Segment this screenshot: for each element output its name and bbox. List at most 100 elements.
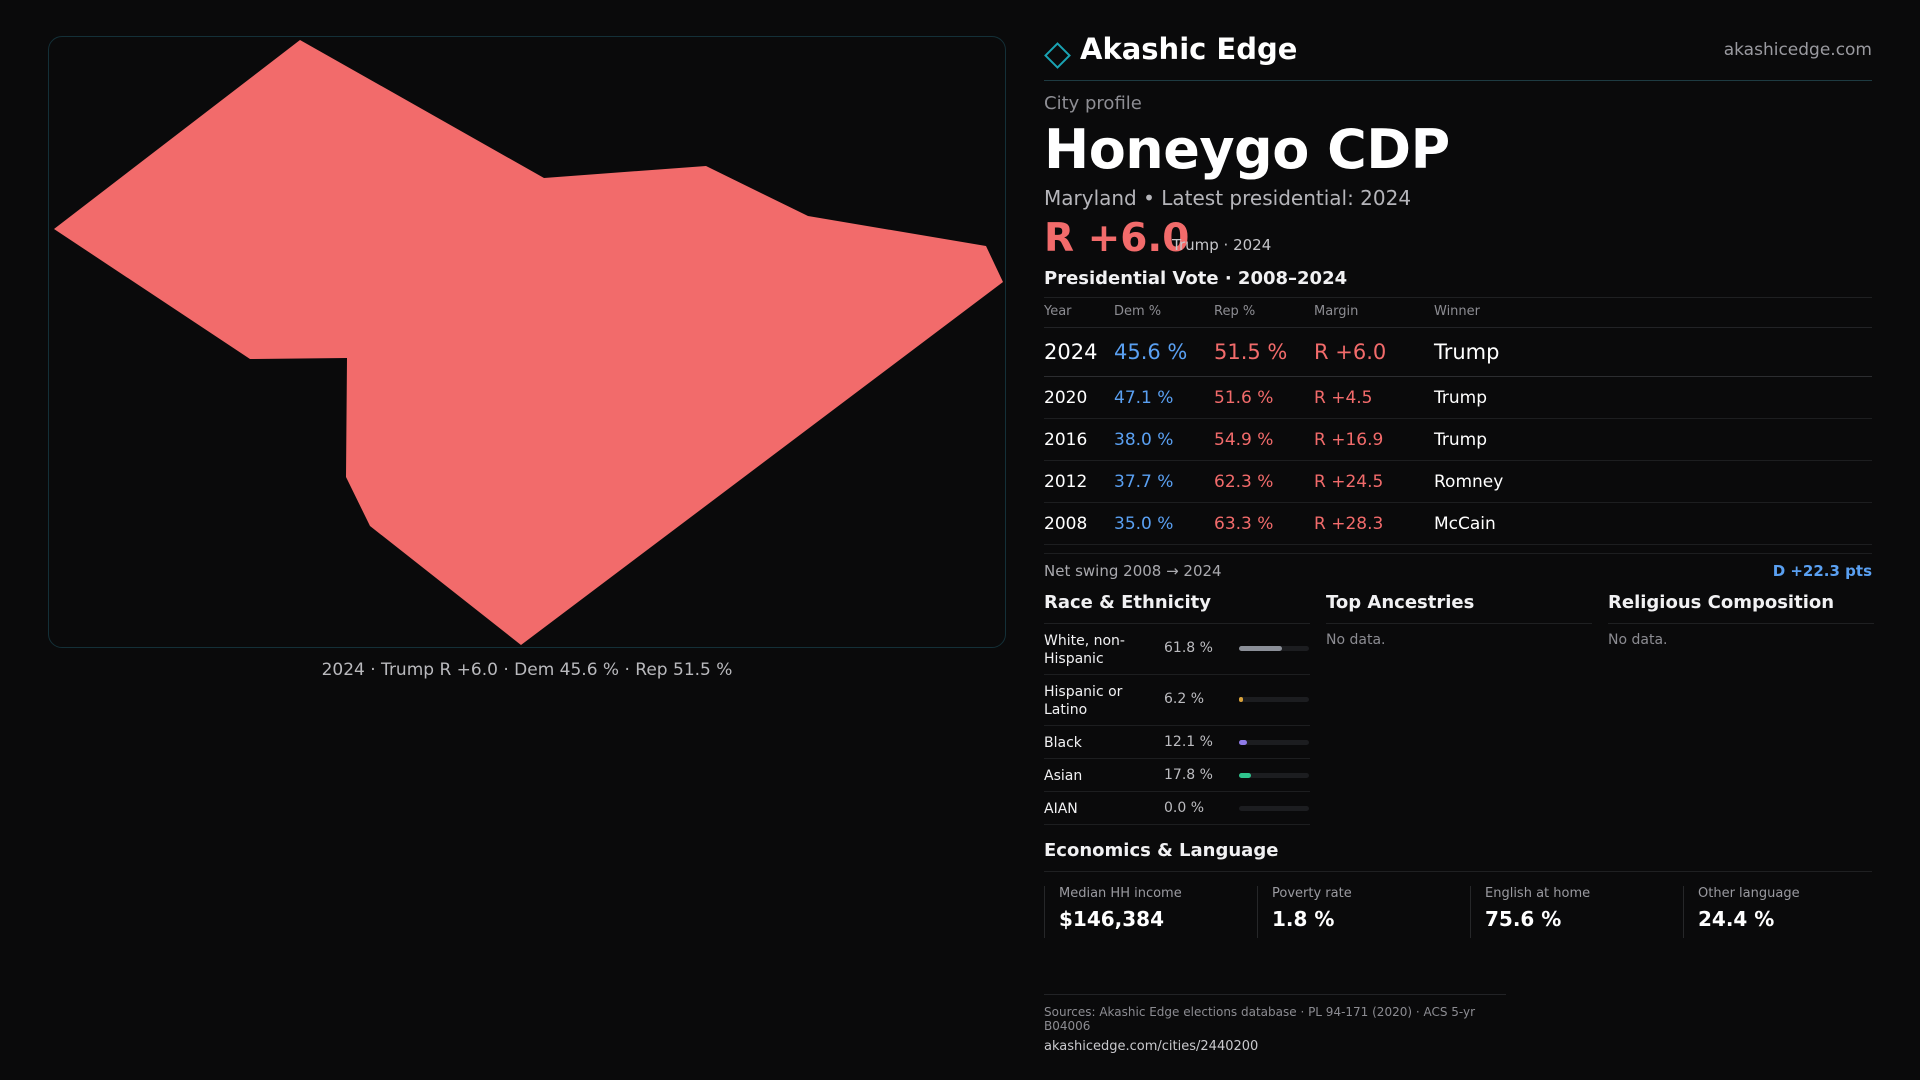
stat-value: 24.4 % xyxy=(1698,907,1775,931)
winner-cell: Trump xyxy=(1434,376,1872,419)
religion-empty-text: No data. xyxy=(1608,632,1668,648)
column-header-margin: Margin xyxy=(1314,298,1434,328)
presidential-section-title: Presidential Vote · 2008–2024 xyxy=(1044,268,1872,298)
race-row: White, non-Hispanic 61.8 % xyxy=(1044,624,1310,675)
table-row: 2016 38.0 % 54.9 % R +16.9 Trump xyxy=(1044,418,1872,461)
column-header-winner: Winner xyxy=(1434,298,1872,328)
ancestry-empty-text: No data. xyxy=(1326,632,1386,648)
column-header-dem: Dem % xyxy=(1114,298,1214,328)
table-row: 2024 45.6 % 51.5 % R +6.0 Trump xyxy=(1044,327,1872,377)
race-bar-track xyxy=(1239,740,1309,745)
profile-panel: Akashic Edge akashicedge.com City profil… xyxy=(1044,30,1874,956)
race-bar-fill xyxy=(1239,646,1283,651)
brand-name[interactable]: Akashic Edge xyxy=(1080,32,1298,66)
site-link[interactable]: akashicedge.com xyxy=(1723,40,1872,60)
dem-cell: 38.0 % xyxy=(1114,418,1214,461)
race-bar-track xyxy=(1239,773,1309,778)
winner-cell: McCain xyxy=(1434,502,1872,545)
race-percent: 17.8 % xyxy=(1164,767,1213,783)
rep-cell: 62.3 % xyxy=(1214,460,1314,503)
dem-cell: 35.0 % xyxy=(1114,502,1214,545)
stat-label: Median HH income xyxy=(1059,886,1182,901)
race-list: White, non-Hispanic 61.8 % Hispanic or Lat… xyxy=(1044,624,1310,825)
map-caption: 2024 · Trump R +6.0 · Dem 45.6 % · Rep 5… xyxy=(321,660,733,680)
race-bar-fill xyxy=(1239,697,1244,702)
stat-english-at-home: English at home 75.6 % xyxy=(1470,886,1666,938)
stat-median-income: Median HH income $146,384 xyxy=(1044,886,1240,938)
lead-result: R +6.0 Trump · 2024 xyxy=(1044,216,1872,262)
race-row: AIAN 0.0 % xyxy=(1044,792,1310,825)
sources-text: Sources: Akashic Edge elections database… xyxy=(1044,1005,1476,1033)
race-row: Black 12.1 % xyxy=(1044,726,1310,759)
ancestry-column: Top Ancestries No data. xyxy=(1326,592,1592,648)
header: Akashic Edge akashicedge.com xyxy=(1044,30,1872,81)
race-bar-fill xyxy=(1239,773,1252,778)
rep-cell: 51.6 % xyxy=(1214,376,1314,419)
economics-stats: Median HH income $146,384 Poverty rate 1… xyxy=(1044,886,1872,956)
page-subtitle: Maryland • Latest presidential: 2024 xyxy=(1044,186,1412,210)
sources-footer: Sources: Akashic Edge elections database… xyxy=(1044,994,1506,1054)
lead-winner-note: Trump · 2024 xyxy=(1172,236,1272,254)
year-cell: 2016 xyxy=(1044,418,1114,461)
rep-cell: 54.9 % xyxy=(1214,418,1314,461)
lead-margin: R +6.0 xyxy=(1044,216,1190,261)
demographics-columns: Race & Ethnicity White, non-Hispanic 61.8… xyxy=(1044,592,1874,832)
race-row: Asian 17.8 % xyxy=(1044,759,1310,792)
race-bar-fill xyxy=(1239,740,1248,745)
race-name: Black xyxy=(1044,735,1082,751)
race-percent: 0.0 % xyxy=(1164,800,1205,816)
column-header-rep: Rep % xyxy=(1214,298,1314,328)
race-row: Hispanic or Latino 6.2 % xyxy=(1044,675,1310,726)
year-cell: 2020 xyxy=(1044,376,1114,419)
race-section-title: Race & Ethnicity xyxy=(1044,592,1310,624)
net-swing-label: Net swing 2008 → 2024 xyxy=(1044,562,1222,580)
source-url-link[interactable]: akashicedge.com/cities/2440200 xyxy=(1044,1039,1259,1054)
margin-cell: R +6.0 xyxy=(1314,327,1434,377)
diamond-logo-icon xyxy=(1044,42,1071,69)
boundary-map xyxy=(54,40,1003,645)
net-swing-row: Net swing 2008 → 2024 D +22.3 pts xyxy=(1044,553,1872,584)
year-cell: 2024 xyxy=(1044,327,1114,377)
stat-value: 75.6 % xyxy=(1485,907,1562,931)
net-swing-value: D +22.3 pts xyxy=(1772,562,1872,580)
page-title: Honeygo CDP xyxy=(1044,118,1450,181)
stat-value: $146,384 xyxy=(1059,907,1165,931)
race-percent: 6.2 % xyxy=(1164,691,1205,707)
race-name: Hispanic or Latino xyxy=(1044,684,1123,718)
race-name: AIAN xyxy=(1044,801,1078,817)
stat-label: English at home xyxy=(1485,886,1591,901)
stat-other-language: Other language 24.4 % xyxy=(1683,886,1879,938)
column-header-year: Year xyxy=(1044,298,1114,328)
winner-cell: Trump xyxy=(1434,327,1872,377)
economics-section-title: Economics & Language xyxy=(1044,840,1872,872)
year-cell: 2012 xyxy=(1044,460,1114,503)
margin-cell: R +28.3 xyxy=(1314,502,1434,545)
table-row: 2020 47.1 % 51.6 % R +4.5 Trump xyxy=(1044,376,1872,419)
table-row: 2012 37.7 % 62.3 % R +24.5 Romney xyxy=(1044,460,1872,503)
table-row: 2008 35.0 % 63.3 % R +28.3 McCain xyxy=(1044,502,1872,545)
dem-cell: 37.7 % xyxy=(1114,460,1214,503)
presidential-table: Year Dem % Rep % Margin Winner 2024 45.6… xyxy=(1044,298,1872,545)
race-name: Asian xyxy=(1044,768,1083,784)
winner-cell: Romney xyxy=(1434,460,1872,503)
table-header-row: Year Dem % Rep % Margin Winner xyxy=(1044,298,1872,328)
stat-value: 1.8 % xyxy=(1272,907,1335,931)
religion-column: Religious Composition No data. xyxy=(1608,592,1874,648)
rep-cell: 51.5 % xyxy=(1214,327,1314,377)
dem-cell: 45.6 % xyxy=(1114,327,1214,377)
winner-cell: Trump xyxy=(1434,418,1872,461)
stat-poverty-rate: Poverty rate 1.8 % xyxy=(1257,886,1453,938)
race-bar-track xyxy=(1239,806,1309,811)
race-column: Race & Ethnicity White, non-Hispanic 61.8… xyxy=(1044,592,1310,825)
race-percent: 12.1 % xyxy=(1164,734,1213,750)
margin-cell: R +4.5 xyxy=(1314,376,1434,419)
race-name: White, non-Hispanic xyxy=(1044,633,1125,667)
city-boundary-shape[interactable] xyxy=(54,40,1003,645)
rep-cell: 63.3 % xyxy=(1214,502,1314,545)
margin-cell: R +16.9 xyxy=(1314,418,1434,461)
race-percent: 61.8 % xyxy=(1164,640,1213,656)
year-cell: 2008 xyxy=(1044,502,1114,545)
margin-cell: R +24.5 xyxy=(1314,460,1434,503)
map-panel xyxy=(48,36,1006,648)
eyebrow-label: City profile xyxy=(1044,93,1142,114)
